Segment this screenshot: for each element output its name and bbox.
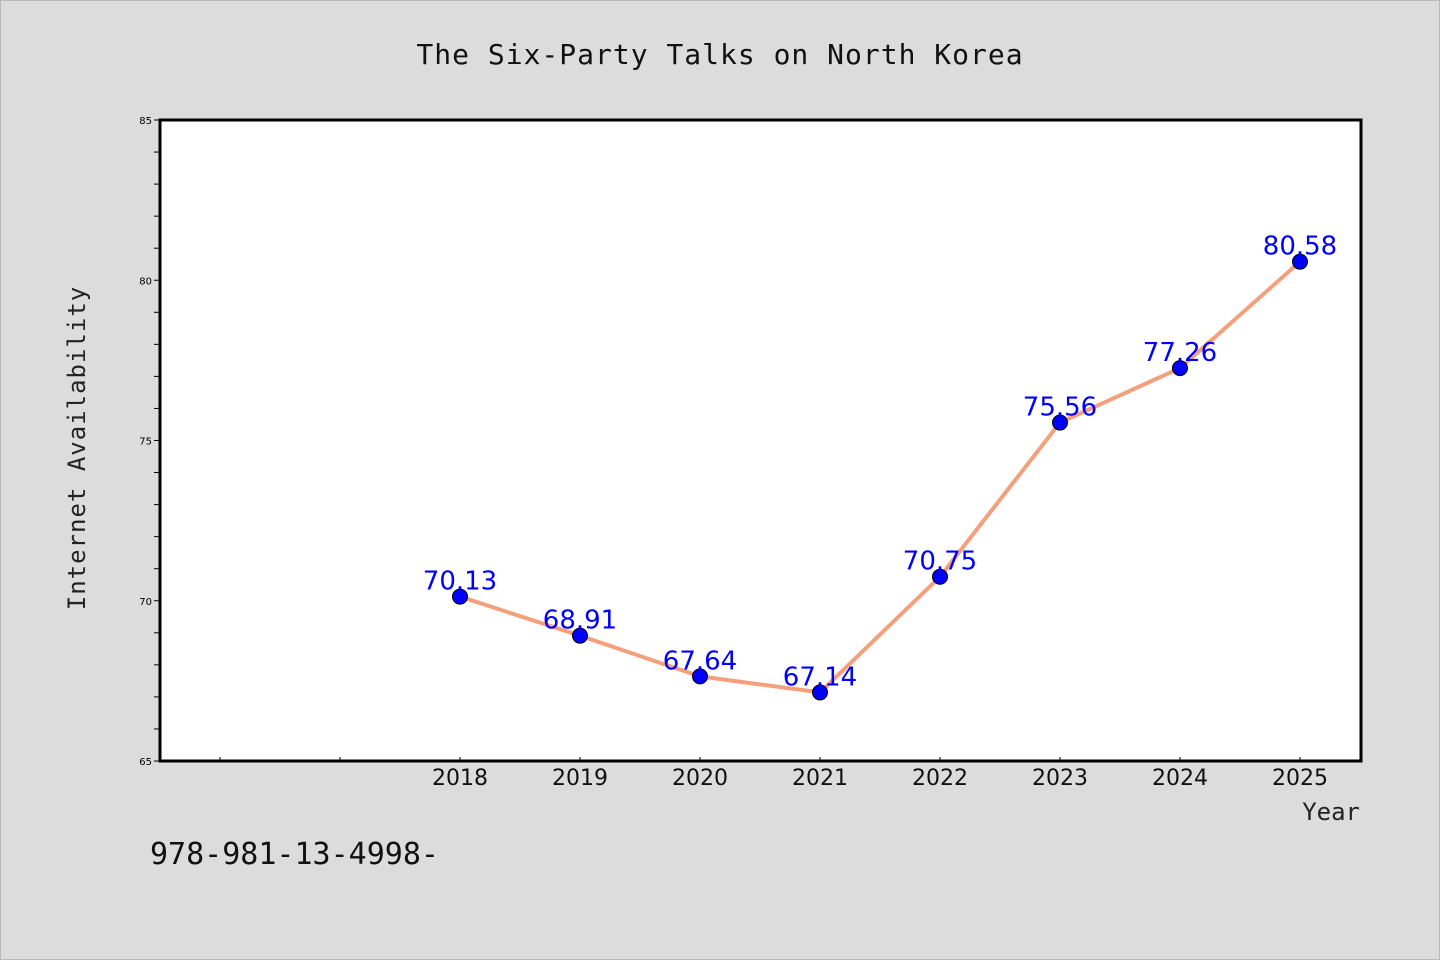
plot-area <box>158 118 1363 763</box>
data-point <box>452 588 468 605</box>
x-axis-ticks: 2018 2019 2020 2021 2022 2023 2024 2025 <box>219 757 1328 791</box>
data-label: 80.58 <box>1263 232 1337 262</box>
series-line <box>458 259 1302 695</box>
x-tick-label: 2019 <box>552 766 608 791</box>
data-label: 68.91 <box>543 606 617 636</box>
y-axis-label: Internet Availability <box>63 286 91 610</box>
data-label: 70.13 <box>423 567 497 597</box>
data-markers <box>452 253 1308 701</box>
y-tick-label: 85 <box>139 116 152 127</box>
isbn-annotation: 978-981-13-4998- <box>150 837 439 872</box>
x-tick-label: 2025 <box>1272 766 1328 791</box>
chart-title: The Six-Party Talks on North Korea <box>416 38 1023 71</box>
x-tick-label: 2024 <box>1152 766 1208 791</box>
data-point <box>692 668 708 685</box>
x-tick-label: 2022 <box>912 766 968 791</box>
data-label: 70.75 <box>903 547 977 577</box>
data-label: 67.64 <box>663 646 737 676</box>
data-point <box>1292 253 1308 270</box>
series-line-group <box>458 259 1302 695</box>
x-tick-label: 2018 <box>432 766 488 791</box>
data-labels: 70.13 68.91 67.64 67.14 70.75 75.56 77.26 80.58 <box>423 232 1337 693</box>
data-point <box>1172 360 1188 377</box>
x-tick-label: 2020 <box>672 766 728 791</box>
x-tick-label: 2021 <box>792 766 848 791</box>
data-point <box>572 627 588 644</box>
data-point <box>932 568 948 585</box>
data-point <box>1052 414 1068 431</box>
y-tick-label: 80 <box>139 276 152 287</box>
y-tick-label: 65 <box>139 757 152 768</box>
data-point <box>812 684 828 701</box>
data-label: 67.14 <box>783 662 857 692</box>
x-tick-label: 2023 <box>1032 766 1088 791</box>
data-label: 77.26 <box>1143 338 1217 368</box>
y-tick-label: 75 <box>139 437 152 448</box>
data-label: 75.56 <box>1023 393 1097 423</box>
y-tick-label: 70 <box>139 597 152 608</box>
x-axis-label: Year <box>1302 798 1360 826</box>
y-axis-ticks: 65 70 75 80 85 <box>139 116 160 768</box>
